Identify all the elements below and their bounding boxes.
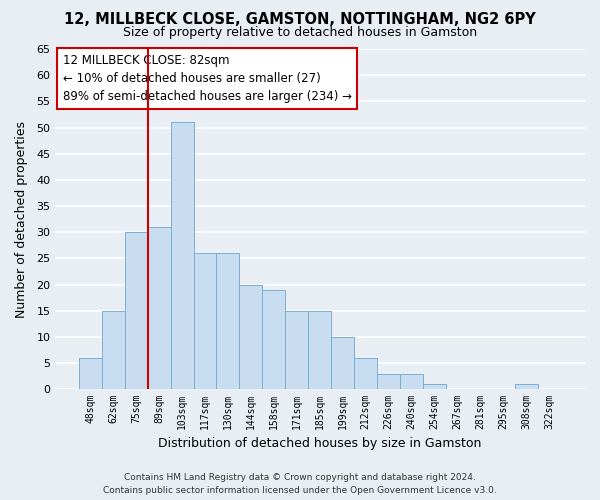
Bar: [79, 358, 101, 389]
Bar: [423, 384, 446, 389]
X-axis label: Distribution of detached houses by size in Gamston: Distribution of detached houses by size …: [158, 437, 482, 450]
Bar: [331, 337, 354, 389]
Bar: [239, 284, 262, 389]
Bar: [377, 374, 400, 389]
Bar: [286, 310, 308, 389]
Bar: [400, 374, 423, 389]
Bar: [354, 358, 377, 389]
Text: 12 MILLBECK CLOSE: 82sqm
← 10% of detached houses are smaller (27)
89% of semi-d: 12 MILLBECK CLOSE: 82sqm ← 10% of detach…: [62, 54, 352, 103]
Bar: [194, 253, 217, 389]
Bar: [308, 310, 331, 389]
Bar: [170, 122, 194, 389]
Bar: [125, 232, 148, 389]
Bar: [262, 290, 286, 389]
Text: Size of property relative to detached houses in Gamston: Size of property relative to detached ho…: [123, 26, 477, 39]
Bar: [148, 227, 170, 389]
Text: 12, MILLBECK CLOSE, GAMSTON, NOTTINGHAM, NG2 6PY: 12, MILLBECK CLOSE, GAMSTON, NOTTINGHAM,…: [64, 12, 536, 28]
Text: Contains HM Land Registry data © Crown copyright and database right 2024.
Contai: Contains HM Land Registry data © Crown c…: [103, 474, 497, 495]
Y-axis label: Number of detached properties: Number of detached properties: [15, 120, 28, 318]
Bar: [217, 253, 239, 389]
Bar: [101, 310, 125, 389]
Bar: [515, 384, 538, 389]
